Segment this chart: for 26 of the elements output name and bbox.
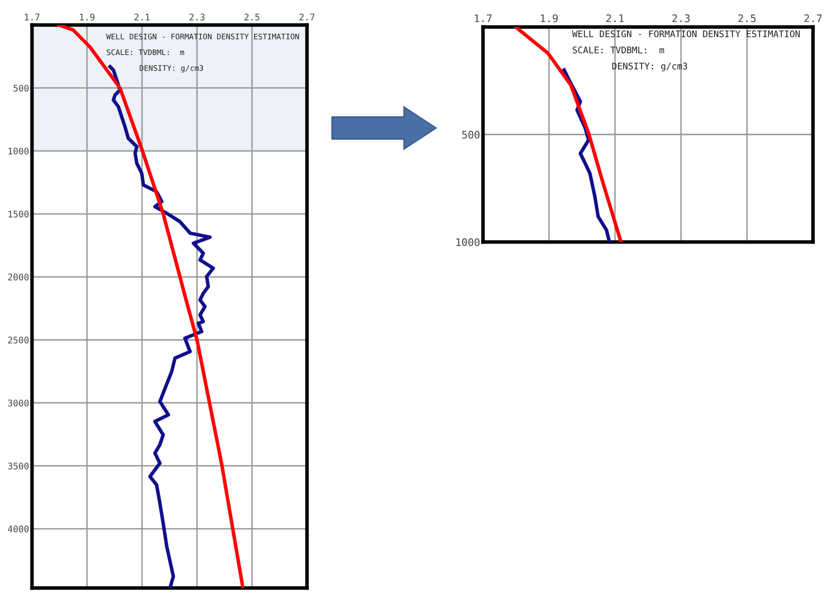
x-tick-label: 1.9 bbox=[540, 14, 558, 22]
x-tick-label: 2.7 bbox=[300, 14, 314, 20]
y-tick-label: 500 bbox=[462, 130, 480, 139]
annotation: WELL DESIGN - FORMATION DENSITY ESTIMATION bbox=[572, 30, 800, 38]
line-series bbox=[108, 64, 215, 588]
y-tick-label: 2500 bbox=[8, 336, 29, 344]
y-tick-label: 2000 bbox=[8, 274, 29, 280]
x-tick-label: 2.1 bbox=[606, 14, 624, 22]
x-tick-label: 2.3 bbox=[190, 14, 204, 20]
y-tick-label: 1500 bbox=[8, 210, 29, 218]
y-tick-label: 3000 bbox=[8, 400, 29, 406]
y-tick-label: 1000 bbox=[8, 148, 29, 155]
x-tick-label: 1.7 bbox=[474, 14, 492, 22]
y-tick-label: 4000 bbox=[8, 526, 29, 532]
x-tick-label: 2.1 bbox=[134, 14, 150, 20]
y-tick-label: 3500 bbox=[8, 462, 29, 470]
y-tick-label: 500 bbox=[14, 84, 29, 92]
x-tick-label: 2.3 bbox=[672, 14, 690, 22]
annotation: SCALE: TVDBML: m bbox=[572, 46, 664, 54]
x-tick-label: 1.9 bbox=[80, 14, 95, 20]
x-tick-label: 1.7 bbox=[24, 14, 40, 20]
annotation: DENSITY: g/cm3 bbox=[612, 62, 688, 72]
x-tick-label: 2.5 bbox=[738, 14, 756, 22]
y-tick-label: 1000 bbox=[456, 238, 480, 246]
x-tick-label: 2.5 bbox=[244, 14, 260, 20]
x-tick-label: 2.7 bbox=[804, 14, 822, 22]
